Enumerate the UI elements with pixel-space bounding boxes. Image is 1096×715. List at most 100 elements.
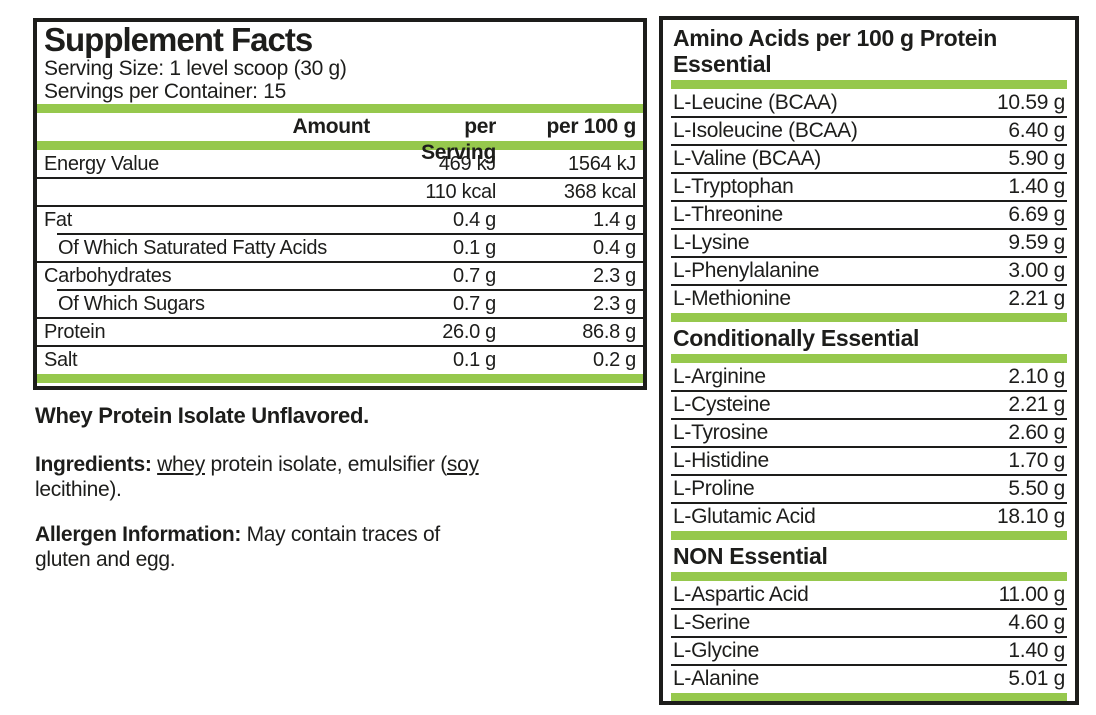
amino-name: L-Lysine — [673, 231, 750, 254]
value-per-serving: 0.7 g — [453, 265, 496, 287]
amino-row: L-Methionine 2.21 g — [671, 286, 1067, 312]
amino-acids-header: Amino Acids per 100 g Protein Essential — [671, 20, 1067, 79]
nutrient-name: Protein — [44, 321, 106, 343]
green-divider-bar — [671, 354, 1067, 363]
amino-name: L-Valine (BCAA) — [673, 147, 821, 170]
row-separator — [671, 608, 1067, 610]
amino-value: 9.59 g — [1008, 231, 1065, 254]
row-separator — [671, 636, 1067, 638]
value-per-100g: 0.2 g — [593, 349, 636, 371]
amino-name: L-Leucine (BCAA) — [673, 91, 838, 114]
amino-name: L-Arginine — [673, 365, 766, 388]
value-per-serving: 0.1 g — [453, 237, 496, 259]
amino-acids-title: Amino Acids per 100 g Protein — [673, 25, 998, 51]
nutrition-rows: Energy Value 469 kJ 1564 kJ 110 kcal 368 kca… — [37, 151, 643, 373]
green-divider-bar — [671, 572, 1067, 581]
row-separator — [671, 172, 1067, 174]
amino-row: L-Arginine 2.10 g — [671, 364, 1067, 390]
amino-row: L-Tryptophan 1.40 g — [671, 174, 1067, 200]
amino-row: L-Aspartic Acid 11.00 g — [671, 582, 1067, 608]
amino-value: 2.60 g — [1008, 421, 1065, 444]
ingredients-text-line2: lecithine). — [35, 478, 122, 501]
supplement-facts-title: Supplement Facts — [44, 21, 313, 58]
amino-row: L-Alanine 5.01 g — [671, 666, 1067, 692]
amino-name: L-Cysteine — [673, 393, 771, 416]
value-per-100g: 368 kcal — [563, 181, 636, 203]
value-per-serving: 0.7 g — [453, 293, 496, 315]
column-header-row: Amount per Serving per 100 g — [37, 114, 643, 164]
amino-row: L-Serine 4.60 g — [671, 610, 1067, 636]
row-separator — [671, 144, 1067, 146]
supplement-facts-header: Supplement Facts Serving Size: 1 level s… — [37, 21, 643, 104]
value-per-serving: 469 kJ — [438, 153, 496, 175]
value-per-100g: 0.4 g — [593, 237, 636, 259]
amino-value: 18.10 g — [997, 505, 1065, 528]
nutrition-row: Protein 26.0 g 86.8 g — [37, 319, 643, 345]
row-separator — [671, 116, 1067, 118]
amino-row: L-Histidine 1.70 g — [671, 448, 1067, 474]
green-divider-bar — [671, 313, 1067, 322]
ingredients-text: protein isolate, emulsifier ( — [204, 453, 447, 476]
nutrient-name: Of Which Sugars — [58, 293, 205, 315]
amino-acids-panel: Amino Acids per 100 g Protein Essential … — [659, 16, 1079, 705]
amino-value: 2.21 g — [1008, 393, 1065, 416]
serving-size: Serving Size: 1 level scoop (30 g) — [44, 57, 347, 80]
amino-name: L-Aspartic Acid — [673, 583, 809, 606]
column-header-amount: Amount — [292, 115, 370, 138]
amino-row: L-Lysine 9.59 g — [671, 230, 1067, 256]
nutrient-name: Salt — [44, 349, 78, 371]
row-separator — [671, 256, 1067, 258]
amino-row: L-Tyrosine 2.60 g — [671, 420, 1067, 446]
row-separator — [671, 284, 1067, 286]
amino-value: 2.21 g — [1008, 287, 1065, 310]
ingredients-note: Ingredients: whey protein isolate, emuls… — [35, 452, 640, 502]
amino-value: 5.50 g — [1008, 477, 1065, 500]
nutrition-row: Fat 0.4 g 1.4 g — [37, 207, 643, 233]
row-separator — [671, 228, 1067, 230]
ingredients-label: Ingredients: — [35, 453, 152, 476]
amino-row: L-Cysteine 2.21 g — [671, 392, 1067, 418]
amino-section-heading: Essential — [673, 51, 772, 77]
row-separator — [57, 233, 643, 235]
amino-section-heading: Conditionally Essential — [673, 325, 920, 351]
value-per-100g: 1564 kJ — [568, 153, 636, 175]
value-per-serving: 0.4 g — [453, 209, 496, 231]
amino-row: L-Glycine 1.40 g — [671, 638, 1067, 664]
nutrient-name: Fat — [44, 209, 72, 231]
column-header-per-100g: per 100 g — [546, 115, 636, 138]
green-divider-bar — [37, 141, 643, 150]
value-per-serving: 26.0 g — [442, 321, 496, 343]
underlined-soy: soy — [446, 453, 479, 476]
row-separator — [671, 502, 1067, 504]
amino-value: 11.00 g — [998, 583, 1066, 606]
amino-row: L-Isoleucine (BCAA) 6.40 g — [671, 118, 1067, 144]
allergen-text: May contain traces of — [241, 523, 441, 546]
row-separator — [671, 418, 1067, 420]
amino-value: 1.70 g — [1008, 449, 1065, 472]
underlined-whey: whey — [157, 453, 205, 476]
allergen-note: Allergen Information: May contain traces… — [35, 522, 640, 572]
nutrition-row: Energy Value 469 kJ 1564 kJ — [37, 151, 643, 177]
amino-name: L-Histidine — [673, 449, 769, 472]
servings-per-container: Servings per Container: 15 — [44, 80, 287, 103]
value-per-serving: 0.1 g — [453, 349, 496, 371]
nutrient-name: Of Which Saturated Fatty Acids — [58, 237, 327, 259]
allergen-text-line2: gluten and egg. — [35, 548, 176, 571]
row-separator — [37, 317, 643, 319]
amino-value: 3.00 g — [1008, 259, 1065, 282]
amino-name: L-Alanine — [673, 667, 760, 690]
row-separator — [671, 664, 1067, 666]
amino-row: L-Proline 5.50 g — [671, 476, 1067, 502]
green-divider-bar — [671, 531, 1067, 540]
amino-value: 5.90 g — [1008, 147, 1065, 170]
amino-value: 6.69 g — [1008, 203, 1065, 226]
nutrition-row: Of Which Saturated Fatty Acids 0.1 g 0.4 g — [37, 235, 643, 261]
green-divider-bar — [37, 374, 643, 383]
green-divider-bar — [671, 80, 1067, 89]
green-divider-bar — [671, 693, 1067, 701]
amino-name: L-Methionine — [673, 287, 791, 310]
nutrition-row: Carbohydrates 0.7 g 2.3 g — [37, 263, 643, 289]
column-header-per-serving: per Serving — [421, 115, 496, 164]
amino-row: L-Leucine (BCAA) 10.59 g — [671, 90, 1067, 116]
amino-name: L-Phenylalanine — [673, 259, 820, 282]
